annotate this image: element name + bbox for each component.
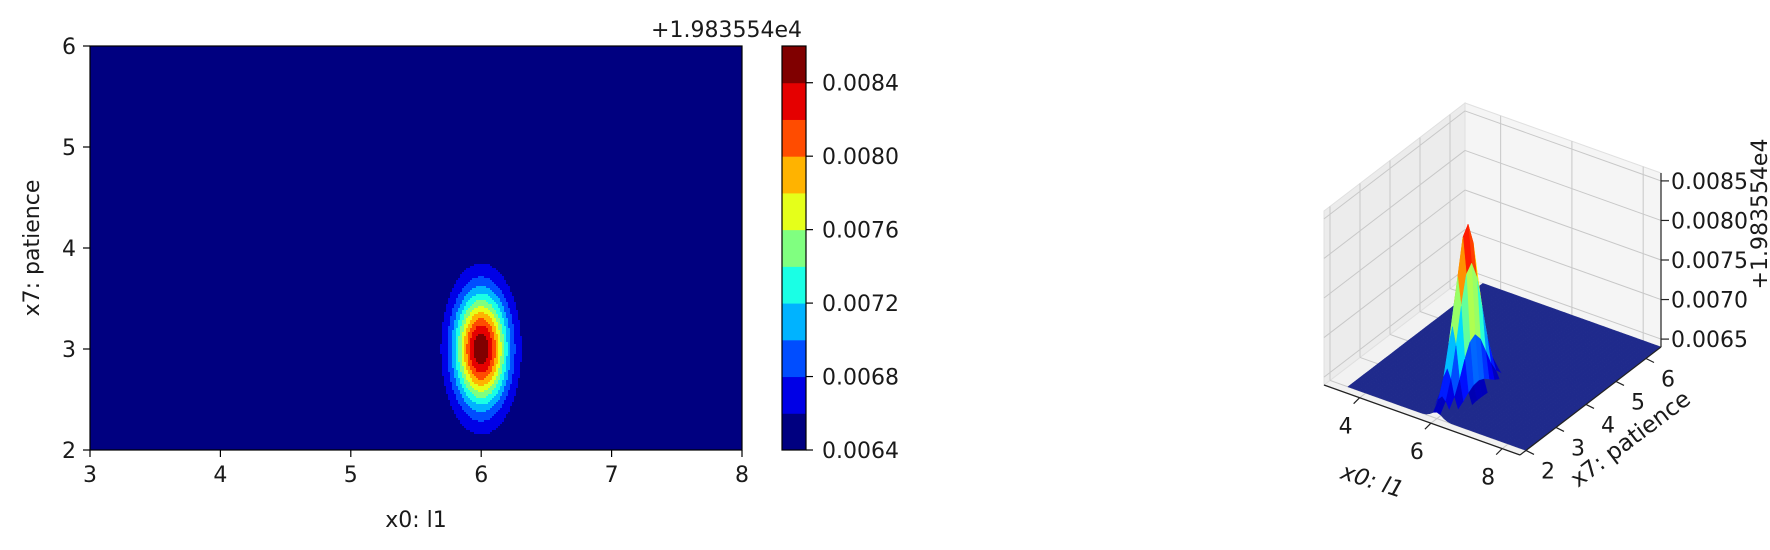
contour-fill [90, 46, 742, 450]
